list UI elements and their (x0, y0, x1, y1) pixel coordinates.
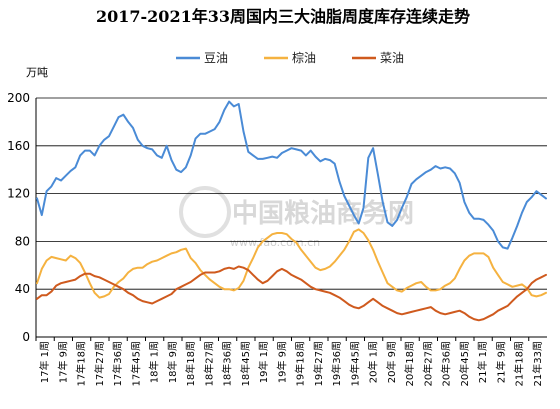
y-axis-unit-label: 万吨 (26, 66, 48, 79)
x-tick-label: 17年18周 (75, 341, 88, 386)
series-line-2 (36, 265, 547, 322)
x-tick-label: 21年18周 (513, 341, 526, 386)
y-tick-label: 40 (15, 282, 30, 296)
y-tick-label: 160 (7, 139, 30, 153)
y-axis-ticks: 0 40 80 120 160 200 (7, 91, 30, 344)
x-tick-label: 21年33周 (531, 341, 544, 386)
y-tick-label: 80 (15, 234, 30, 248)
y-tick-label: 0 (22, 330, 30, 344)
x-tick-label: 18年27周 (202, 341, 215, 386)
series-lines (36, 100, 547, 322)
x-tick-label: 17年36周 (111, 341, 124, 386)
x-tick-label: 20年36周 (440, 341, 453, 386)
series-line-1 (36, 228, 547, 299)
x-tick-label: 21年 1周 (476, 341, 489, 383)
x-tick-label: 21年 9周 (494, 341, 507, 383)
legend-label: 豆油 (204, 51, 228, 65)
watermark-logo-icon (179, 186, 231, 238)
x-tick-label: 18年36周 (221, 341, 234, 386)
y-tick-label: 200 (7, 91, 30, 105)
chart-title: 2017-2021年33周国内三大油脂周度库存连续走势 (96, 7, 470, 26)
x-tick-label: 19年 9周 (275, 341, 288, 383)
x-tick-label: 18年18周 (184, 341, 197, 386)
watermark-text: 中国粮油商务网 (232, 198, 414, 229)
x-tick-label: 18年 9周 (166, 341, 179, 383)
x-tick-label: 17年 9周 (56, 341, 69, 383)
x-axis-ticks: 17年 1周 17年 9周 17年18周 17年27周 17年36周 17年45周 18年 … (35, 337, 544, 386)
x-tick-label: 20年27周 (421, 341, 434, 386)
x-tick-label: 18年45周 (239, 341, 252, 386)
x-tick-label: 20年18周 (403, 341, 416, 386)
x-tick-label: 18年 1周 (148, 341, 161, 383)
x-tick-label: 19年36周 (330, 341, 343, 386)
x-tick-label: 17年 1周 (38, 341, 51, 383)
x-tick-label: 20年 1周 (367, 341, 380, 383)
x-tick-label: 20年 9周 (385, 341, 398, 383)
x-tick-label: 19年18周 (294, 341, 307, 386)
series-line-0 (36, 100, 547, 250)
legend-label: 棕油 (292, 50, 316, 65)
legend: 豆油 棕油 菜油 (176, 50, 404, 65)
x-tick-label: 20年45周 (458, 341, 471, 386)
x-tick-label: 19年45周 (348, 341, 361, 386)
x-tick-label: 17年27周 (93, 341, 106, 386)
watermark-url: www.fao.com.cn (230, 236, 320, 249)
y-tick-label: 120 (7, 187, 30, 201)
x-tick-label: 19年 1周 (257, 341, 270, 383)
watermark: 中国粮油商务网 www.fao.com.cn (179, 186, 414, 249)
x-tick-label: 19年27周 (312, 341, 325, 386)
x-tick-label: 17年45周 (129, 341, 142, 386)
legend-label: 菜油 (380, 51, 404, 65)
